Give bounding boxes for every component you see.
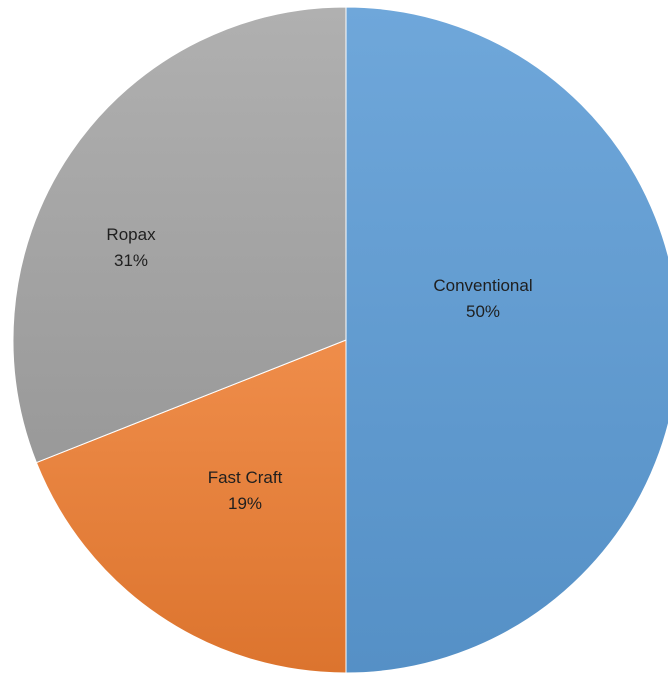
labels-layer: Conventional 50% Fast Craft 19% Ropax 31% bbox=[106, 225, 532, 513]
pie-slice-fast-craft bbox=[35, 339, 347, 673]
data-label-category: Conventional bbox=[433, 276, 532, 295]
data-label-category: Fast Craft bbox=[208, 468, 283, 487]
slices-layer bbox=[12, 6, 668, 673]
data-label-percent: 19% bbox=[228, 494, 262, 513]
data-label-ropax: Ropax 31% bbox=[106, 225, 156, 270]
data-label-percent: 50% bbox=[466, 302, 500, 321]
data-label-fast-craft: Fast Craft 19% bbox=[208, 468, 283, 513]
pie-slice-conventional bbox=[345, 6, 668, 673]
data-label-category: Ropax bbox=[106, 225, 156, 244]
pie-slice-ropax bbox=[12, 6, 347, 464]
data-label-percent: 31% bbox=[114, 251, 148, 270]
data-label-conventional: Conventional 50% bbox=[433, 276, 532, 321]
